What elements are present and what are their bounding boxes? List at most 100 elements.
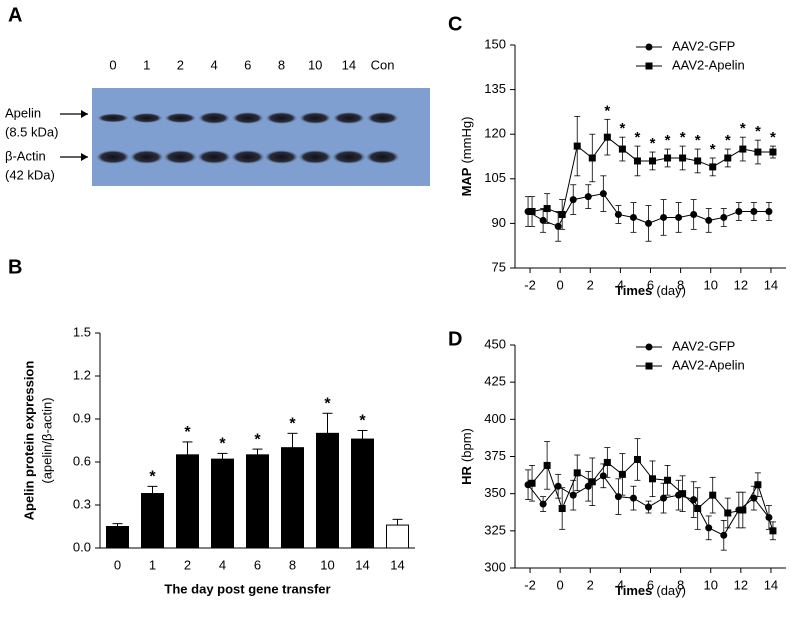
significance: * bbox=[770, 129, 776, 146]
significance: * bbox=[695, 132, 701, 149]
blot-image bbox=[92, 88, 430, 186]
band bbox=[130, 112, 163, 124]
y-tick-label: 135 bbox=[484, 81, 506, 96]
x-tick-label: 0 bbox=[557, 577, 564, 592]
band bbox=[265, 112, 298, 124]
marker bbox=[720, 531, 728, 539]
marker bbox=[569, 491, 577, 499]
lane-label: 1 bbox=[143, 57, 150, 72]
marker bbox=[709, 163, 717, 171]
x-axis-title: Times (day) bbox=[615, 283, 686, 298]
lane-label: Con bbox=[371, 57, 395, 72]
marker bbox=[724, 154, 732, 162]
significance: * bbox=[149, 469, 156, 486]
marker bbox=[660, 494, 668, 502]
marker bbox=[705, 216, 713, 224]
marker bbox=[599, 472, 607, 480]
y-tick-label: 150 bbox=[484, 36, 506, 51]
band bbox=[129, 150, 164, 164]
marker bbox=[554, 222, 562, 230]
lane-label: 8 bbox=[278, 57, 285, 72]
marker bbox=[603, 458, 611, 466]
marker bbox=[739, 506, 747, 514]
x-tick-label: 14 bbox=[764, 577, 778, 592]
band bbox=[365, 150, 400, 164]
band-size: (42 kDa) bbox=[5, 167, 55, 182]
marker bbox=[539, 500, 547, 508]
significance: * bbox=[650, 135, 656, 152]
band-name: Apelin bbox=[5, 105, 41, 120]
panel-letter: D bbox=[448, 328, 462, 350]
marker bbox=[573, 142, 581, 150]
marker bbox=[573, 469, 581, 477]
legend-label: AAV2-GFP bbox=[672, 338, 735, 353]
y-tick-label: 120 bbox=[484, 126, 506, 141]
y-axis-title-unit: (mmHg) bbox=[459, 117, 474, 164]
marker bbox=[614, 210, 622, 218]
marker bbox=[629, 494, 637, 502]
x-tick-label: 2 bbox=[184, 557, 191, 572]
x-tick-label: 0 bbox=[114, 557, 121, 572]
marker bbox=[694, 505, 702, 513]
marker bbox=[754, 481, 762, 489]
band bbox=[331, 150, 366, 164]
bar bbox=[176, 454, 199, 549]
x-axis-title-main: Times bbox=[615, 583, 652, 598]
y-tick-label: 0.3 bbox=[73, 496, 91, 511]
legend-label: AAV2-Apelin bbox=[672, 357, 745, 372]
marker bbox=[664, 154, 672, 162]
x-tick-label: 4 bbox=[617, 577, 624, 592]
bar bbox=[141, 493, 164, 549]
y-tick-label: 90 bbox=[492, 215, 506, 230]
significance: * bbox=[725, 132, 731, 149]
band bbox=[230, 150, 265, 164]
marker bbox=[724, 509, 732, 517]
marker bbox=[649, 475, 656, 483]
y-tick-label: 350 bbox=[484, 485, 506, 500]
significance: * bbox=[710, 141, 716, 158]
marker bbox=[528, 479, 536, 487]
y-tick-label: 0.0 bbox=[73, 539, 91, 554]
marker bbox=[614, 493, 622, 501]
band bbox=[299, 112, 332, 124]
marker bbox=[569, 196, 577, 204]
arrowhead bbox=[81, 153, 88, 161]
band bbox=[298, 150, 333, 164]
significance: * bbox=[635, 129, 641, 146]
marker bbox=[750, 208, 758, 216]
marker bbox=[558, 505, 566, 513]
x-tick-label: 14 bbox=[355, 557, 369, 572]
marker bbox=[720, 213, 728, 221]
y-axis-title: Apelin protein expression bbox=[21, 361, 36, 521]
marker bbox=[543, 461, 551, 469]
significance: * bbox=[359, 413, 366, 430]
marker bbox=[754, 148, 762, 156]
significance: * bbox=[619, 120, 625, 137]
bar bbox=[211, 458, 234, 549]
y-tick-label: 450 bbox=[484, 336, 506, 351]
x-tick-label: 12 bbox=[734, 577, 748, 592]
marker bbox=[629, 213, 637, 221]
marker bbox=[690, 496, 698, 504]
marker bbox=[675, 213, 683, 221]
x-tick-label: 6 bbox=[254, 557, 261, 572]
marker bbox=[543, 205, 551, 213]
legend-label: AAV2-Apelin bbox=[672, 57, 745, 72]
bar bbox=[281, 447, 304, 549]
x-tick-label: 10 bbox=[320, 557, 334, 572]
y-tick-label: 1.2 bbox=[73, 367, 91, 382]
y-tick-label: 400 bbox=[484, 411, 506, 426]
marker bbox=[765, 208, 773, 216]
marker bbox=[660, 213, 668, 221]
band bbox=[164, 112, 197, 124]
x-tick-label: 8 bbox=[677, 577, 684, 592]
y-tick-label: 75 bbox=[492, 259, 506, 274]
band bbox=[96, 150, 130, 164]
band bbox=[163, 150, 198, 164]
lane-label: 10 bbox=[308, 57, 322, 72]
legend-marker bbox=[645, 362, 653, 370]
x-tick-label: 8 bbox=[677, 277, 684, 292]
x-tick-label: 1 bbox=[149, 557, 156, 572]
y-axis-title-main: HR bbox=[459, 465, 474, 484]
marker bbox=[584, 193, 592, 201]
